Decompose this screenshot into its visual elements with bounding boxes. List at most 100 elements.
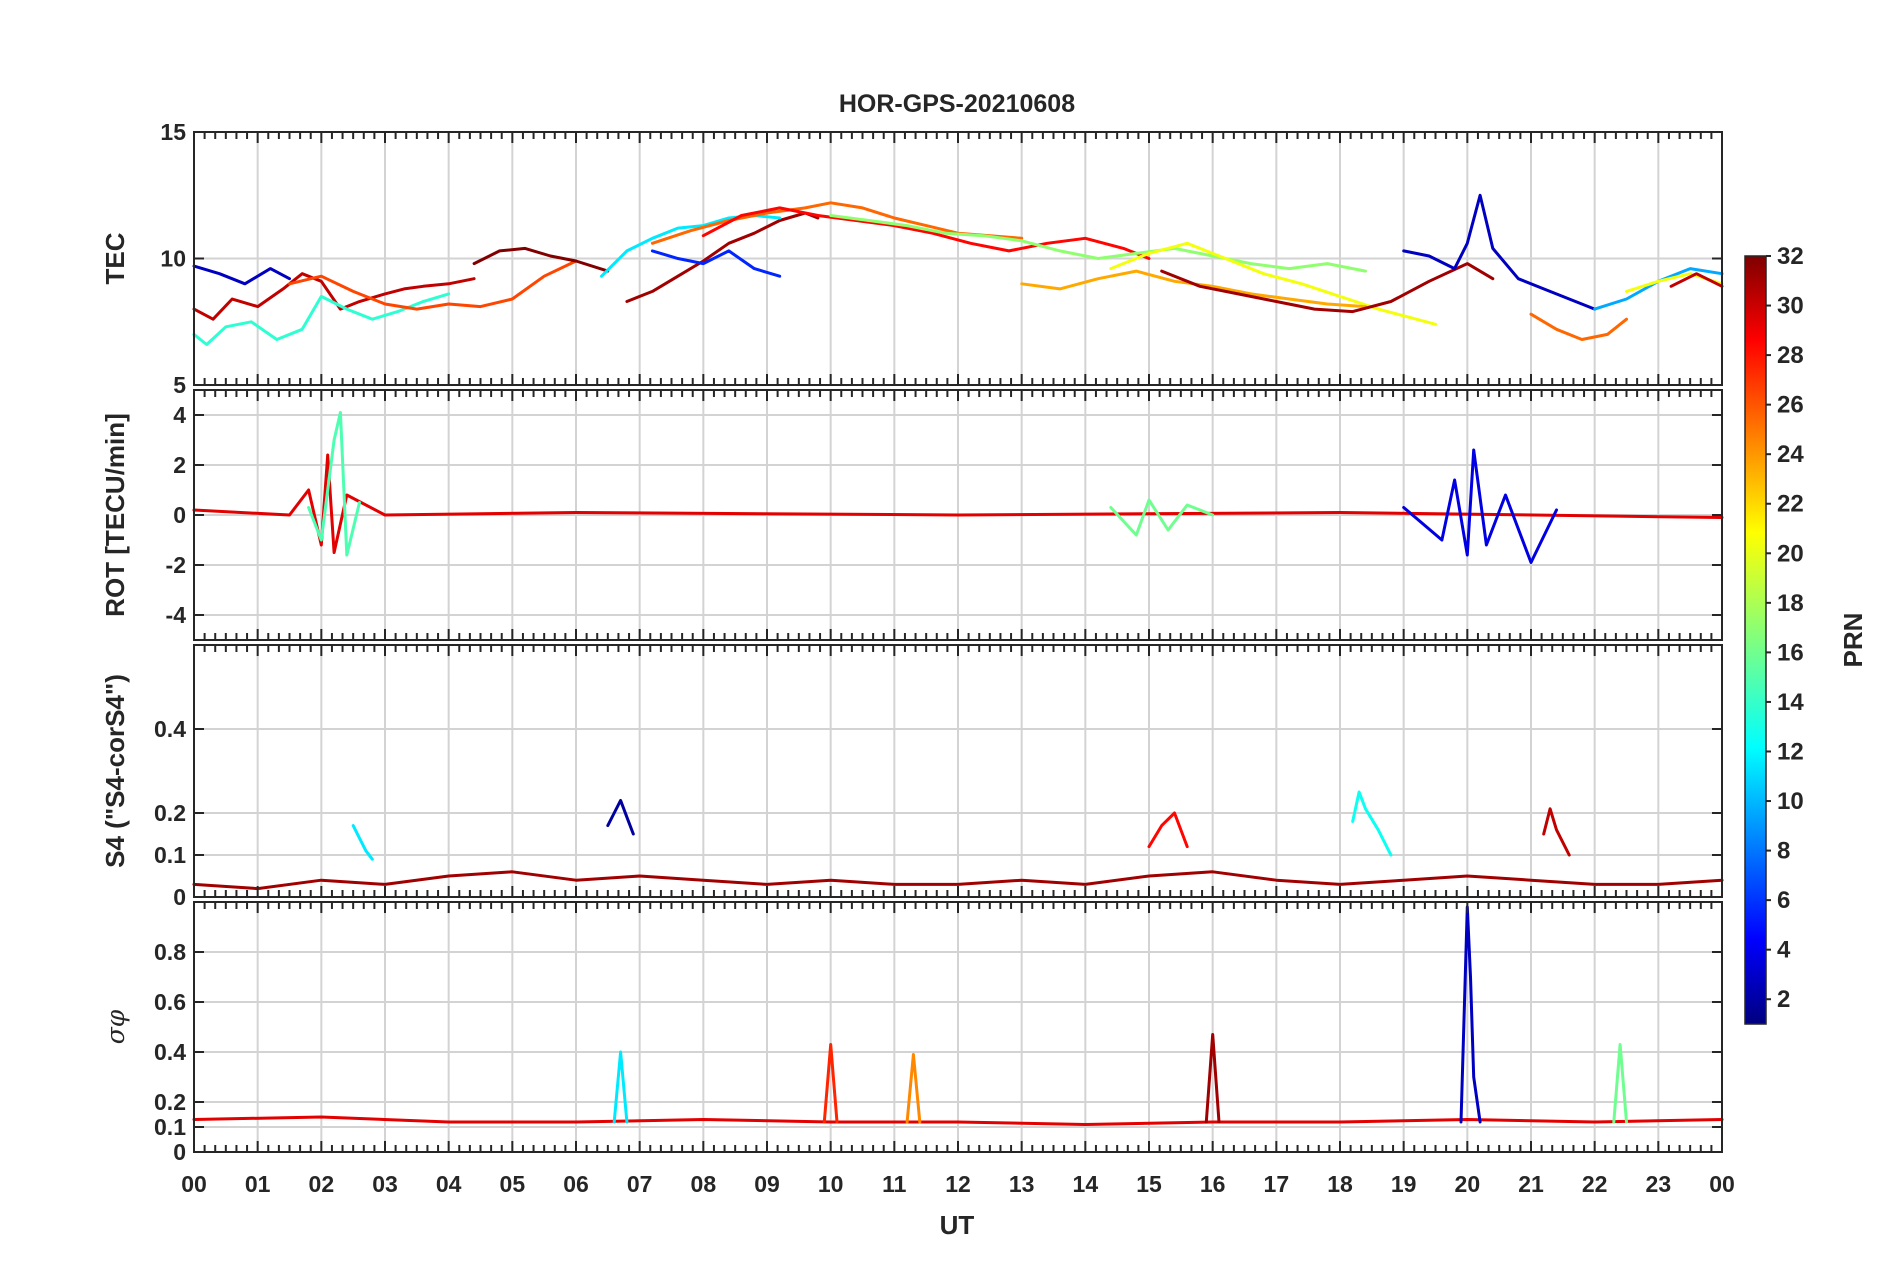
- colorbar-tick-label: 24: [1777, 441, 1804, 468]
- colorbar-tick-label: 30: [1777, 293, 1804, 320]
- series-sigma_phi-prn-29: [192, 1115, 1724, 1126]
- x-tick-label: 16: [1200, 1171, 1226, 1197]
- x-tick-label: 17: [1264, 1171, 1290, 1197]
- grid-tec: [193, 131, 1723, 386]
- series-s4-prn-2: [606, 798, 635, 836]
- series-s4-prn-13: [1351, 790, 1393, 857]
- y-tick-label-sigma_phi: 0.8: [154, 939, 186, 965]
- y-tick-label-sigma_phi: 0.4: [154, 1039, 186, 1065]
- ticks-s4: 0 0.1 0.2 0.4: [154, 645, 1723, 910]
- x-tick-label: 01: [245, 1171, 271, 1197]
- traces-s4: [192, 790, 1724, 891]
- grid-s4: [193, 645, 1723, 898]
- x-tick-label: 06: [563, 1171, 589, 1197]
- series-tec-prn-31: [625, 211, 820, 303]
- x-tick-label: 05: [500, 1171, 526, 1197]
- colorbar-tick-label: 18: [1777, 590, 1804, 617]
- y-axis-label-s4: S4 ("S4-corS4"): [100, 674, 130, 868]
- y-axis-label-tec: TEC: [100, 232, 130, 284]
- y-tick-label-sigma_phi: 0.1: [154, 1114, 186, 1140]
- x-tick-label: 23: [1646, 1171, 1672, 1197]
- series-tec-prn-30: [192, 272, 476, 321]
- series-s4-prn-30: [1542, 807, 1571, 857]
- series-tec-prn-14: [192, 292, 451, 346]
- x-tick-label: 22: [1582, 1171, 1608, 1197]
- y-tick-label-tec: 15: [160, 119, 186, 145]
- colorbar-tick-label: 20: [1777, 540, 1804, 567]
- x-tick-label: 00: [1709, 1171, 1735, 1197]
- y-tick-label-sigma_phi: 0: [173, 1139, 186, 1165]
- y-tick-label-rot: 0: [173, 502, 186, 528]
- traces-rot: [192, 411, 1724, 564]
- series-tec-prn-28: [701, 206, 1151, 260]
- series-sigma_phi-prn-12: [612, 1050, 629, 1124]
- y-tick-label-s4: 0.1: [154, 842, 186, 868]
- colorbar-tick-label: 32: [1777, 243, 1804, 270]
- y-tick-label-rot: -2: [166, 552, 186, 578]
- series-rot-prn-15: [307, 411, 361, 557]
- y-tick-label-rot: 2: [173, 452, 186, 478]
- x-tick-label: 00: [181, 1171, 207, 1197]
- y-tick-label-rot: -4: [166, 602, 187, 628]
- colorbar-tick-label: 22: [1777, 491, 1804, 518]
- series-rot-prn-29: [192, 453, 1724, 554]
- x-tick-label: 20: [1455, 1171, 1481, 1197]
- y-tick-label-tec: 5: [173, 372, 186, 398]
- x-axis-label: UT: [940, 1210, 975, 1240]
- x-tick-label: 12: [945, 1171, 971, 1197]
- series-sigma_phi-prn-3: [1459, 905, 1482, 1124]
- y-tick-label-sigma_phi: 0.6: [154, 989, 186, 1015]
- x-tick-label: 15: [1136, 1171, 1162, 1197]
- panel-sigma_phi: 00.10.2 0.4 0.6 0.8 σφ: [101, 901, 1724, 1165]
- series-sigma_phi-prn-27: [822, 1043, 839, 1124]
- y-axis-label-sigma_phi: σφ: [101, 1009, 130, 1044]
- ticks-tec: 5 10 15: [160, 119, 1723, 398]
- series-sigma_phi-prn-16: [1612, 1043, 1628, 1124]
- series-tec-prn-17: [829, 214, 1367, 273]
- x-tick-label: 14: [1073, 1171, 1099, 1197]
- colorbar-gradient: [1744, 255, 1767, 1025]
- series-tec-prn-30: [1669, 272, 1724, 288]
- ticks-sigma_phi: 00.10.2 0.4 0.6 0.8: [154, 902, 1723, 1165]
- chart-title: HOR-GPS-20210608: [839, 90, 1075, 118]
- x-axis: 00 01 02 03 04 05 06 07 08 09 10 11 12 13 14 15 16 17 18 19…: [181, 1171, 1735, 1197]
- colorbar-tick-label: 4: [1777, 937, 1791, 964]
- series-tec-prn-31: [1160, 262, 1495, 314]
- colorbar-tick-label: 14: [1777, 689, 1804, 716]
- colorbar-tick-label: 2: [1777, 986, 1790, 1013]
- x-tick-label: 02: [309, 1171, 335, 1197]
- traces-tec: [192, 193, 1724, 346]
- colorbar-tick-label: 12: [1777, 738, 1804, 765]
- series-tec-prn-26: [288, 259, 578, 311]
- series-s4-prn-28: [1147, 811, 1189, 849]
- y-tick-label-sigma_phi: 0.2: [154, 1089, 186, 1115]
- series-tec-prn-3: [1402, 193, 1597, 311]
- series-tec-prn-20: [1625, 272, 1724, 293]
- ticks-rot: -4 -2 0 2 4: [166, 390, 1723, 640]
- colorbar-tick-label: 8: [1777, 838, 1790, 865]
- x-tick-label: 09: [754, 1171, 780, 1197]
- colorbar-label: PRN: [1838, 613, 1868, 668]
- x-tick-label: 13: [1009, 1171, 1035, 1197]
- x-tick-label: 21: [1518, 1171, 1544, 1197]
- colorbar-tick-label: 28: [1777, 342, 1804, 369]
- y-tick-label-s4: 0.2: [154, 800, 186, 826]
- panel-s4: 0 0.1 0.2 0.4 S4 ("S4-corS4"): [100, 644, 1724, 910]
- series-tec-prn-25: [1529, 312, 1628, 341]
- x-tick-label: 08: [691, 1171, 717, 1197]
- panel-rot: -4 -2 0 2 4 ROT [TECU/min]: [100, 389, 1724, 641]
- y-axis-label-rot: ROT [TECU/min]: [100, 413, 130, 617]
- grid-sigma_phi: [193, 902, 1723, 1153]
- series-rot-prn-16: [1109, 498, 1215, 537]
- x-tick-label: 19: [1391, 1171, 1417, 1197]
- series-tec-prn-20: [1109, 241, 1437, 326]
- x-tick-label: 03: [372, 1171, 398, 1197]
- traces-sigma_phi: [192, 905, 1724, 1126]
- x-tick-label: 18: [1327, 1171, 1353, 1197]
- y-tick-label-s4: 0.4: [154, 716, 186, 742]
- x-tick-label: 04: [436, 1171, 462, 1197]
